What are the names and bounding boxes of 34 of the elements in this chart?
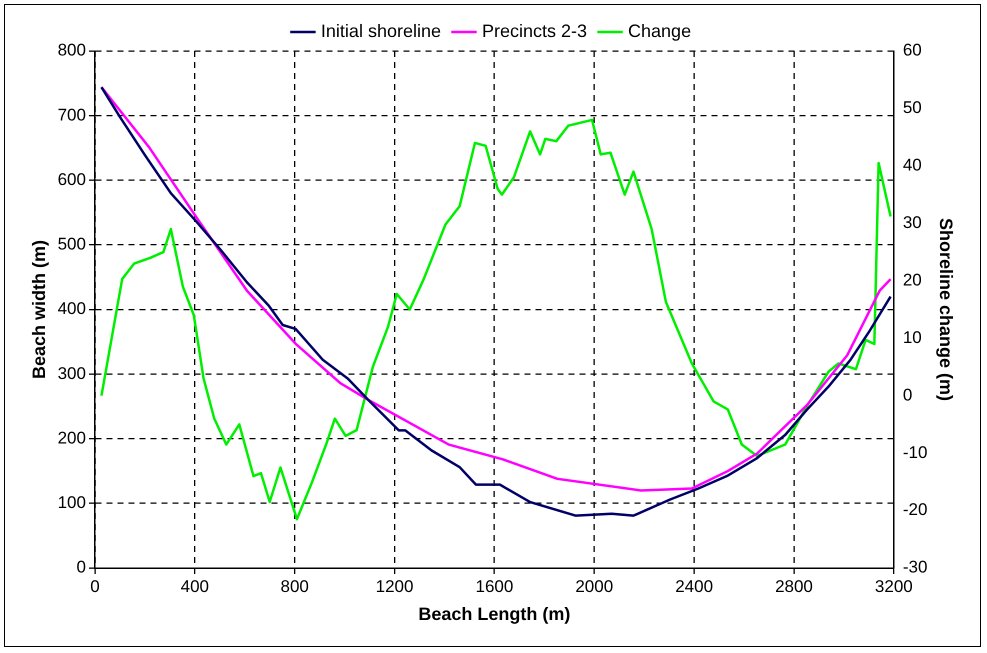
y-tick-label: 300 — [58, 364, 86, 383]
x-tick-label: 1200 — [376, 576, 414, 596]
y-tick-label: 100 — [58, 493, 86, 512]
y-tick-label: 600 — [58, 170, 86, 189]
y-tick-label: 0 — [76, 558, 86, 577]
y-tick-label: 200 — [58, 428, 86, 448]
x-tick-label: 0 — [90, 576, 100, 596]
y2-tick-label: -20 — [902, 500, 928, 520]
y-tick-label: 400 — [58, 299, 86, 318]
y2-tick-label: 0 — [902, 385, 912, 404]
legend-label: Precincts 2-3 — [482, 20, 588, 41]
y-tick-label: 500 — [58, 234, 86, 254]
x-tick-label: 400 — [180, 576, 210, 596]
y2-tick-label: 20 — [902, 270, 922, 290]
y-axis-title: Beach width (m) — [28, 240, 49, 380]
y2-axis-title: Shoreline change (m) — [936, 218, 956, 402]
x-tick-label: 3200 — [874, 576, 913, 596]
y2-tick-label: 60 — [902, 40, 922, 60]
x-tick-label: 2800 — [775, 576, 813, 596]
x-tick-label: 2000 — [575, 576, 614, 596]
y2-tick-label: -10 — [902, 442, 928, 462]
y2-tick-label: 10 — [902, 328, 922, 347]
x-tick-label: 2400 — [675, 576, 714, 596]
y2-tick-label: 40 — [902, 156, 922, 175]
x-tick-label: 800 — [280, 576, 309, 596]
legend-label: Change — [628, 20, 692, 41]
y2-tick-label: 30 — [902, 213, 922, 232]
y-tick-label: 700 — [58, 105, 86, 124]
y2-tick-label: -30 — [902, 558, 928, 577]
legend-label: Initial shoreline — [320, 20, 441, 41]
y2-tick-label: 50 — [902, 98, 922, 118]
y-tick-label: 800 — [58, 40, 86, 60]
x-tick-label: 1600 — [475, 576, 514, 596]
x-axis-title: Beach Length (m) — [418, 604, 570, 624]
